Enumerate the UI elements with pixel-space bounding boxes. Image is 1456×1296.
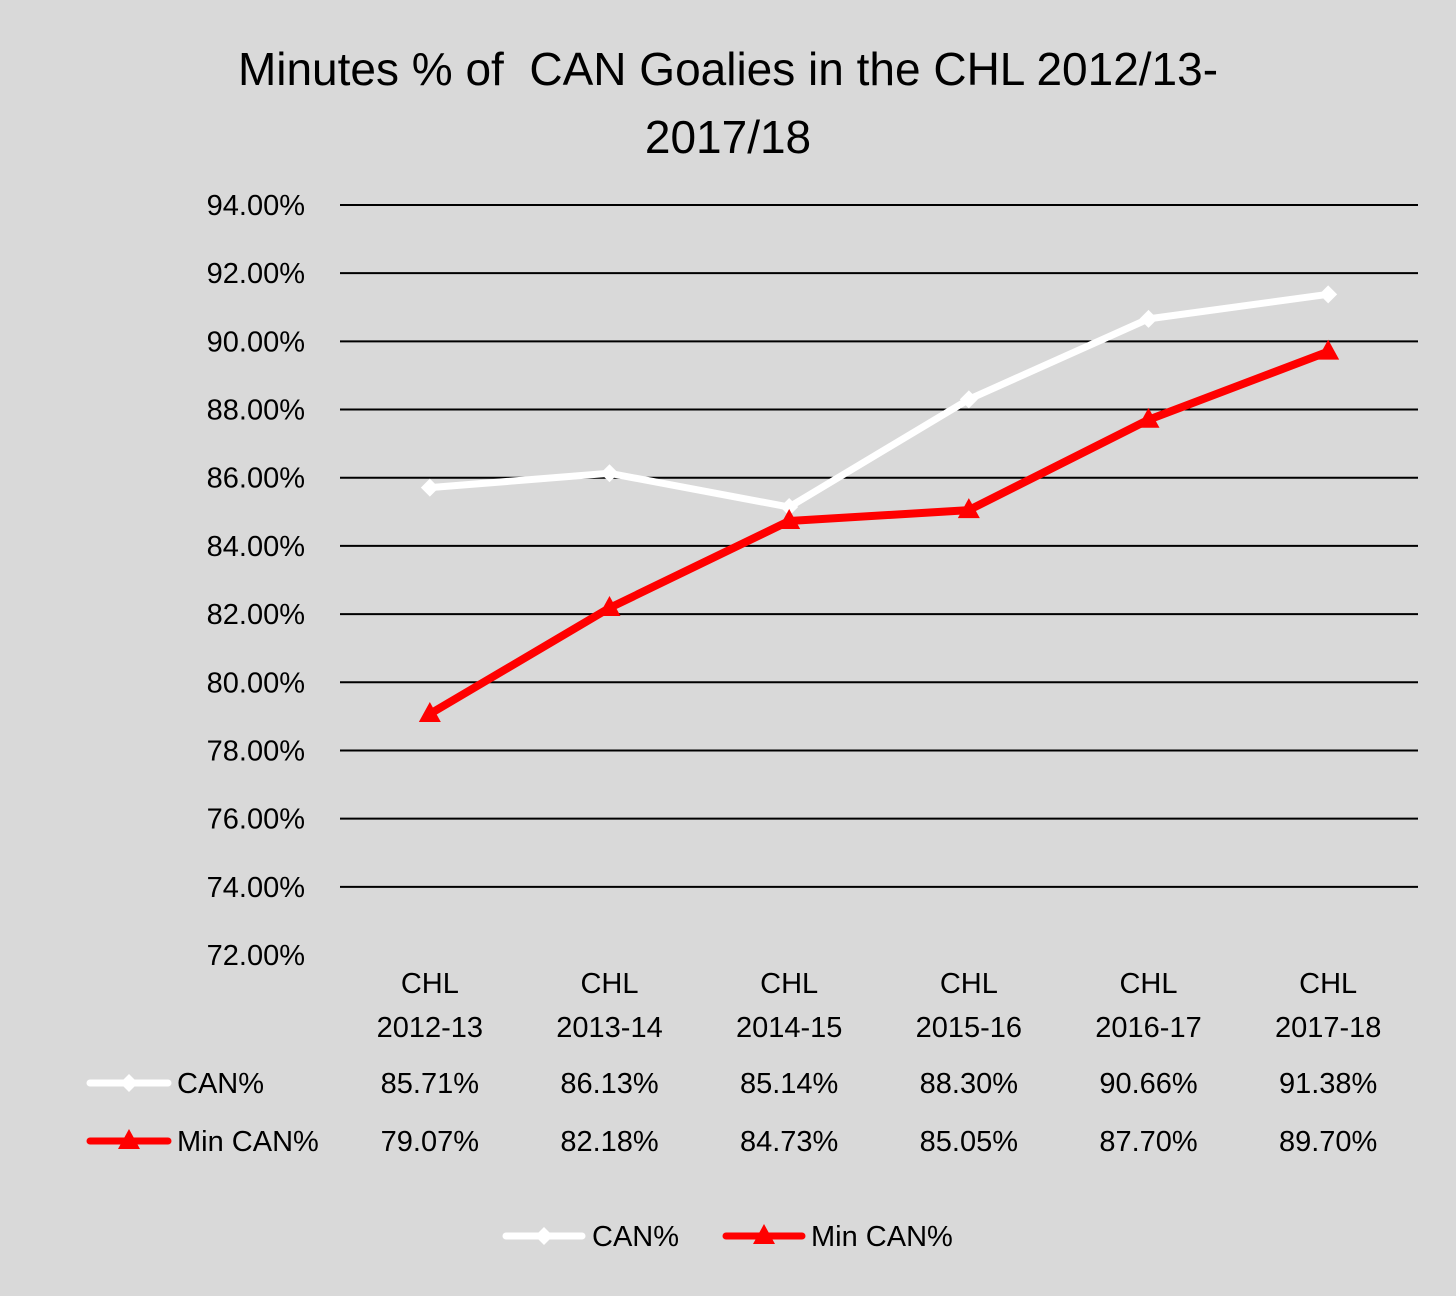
- table-value: 84.73%: [740, 1126, 838, 1158]
- table-value: 85.14%: [740, 1068, 838, 1100]
- x-tick-label: CHL: [1299, 968, 1357, 1000]
- chart-title: Minutes % of CAN Goalies in the CHL 2012…: [238, 43, 1218, 163]
- y-tick-label: 84.00%: [207, 531, 305, 563]
- table-value: 89.70%: [1279, 1126, 1377, 1158]
- x-tick-label: CHL: [1119, 968, 1177, 1000]
- table-value: 90.66%: [1099, 1068, 1197, 1100]
- y-tick-label: 86.00%: [207, 463, 305, 495]
- y-tick-label: 88.00%: [207, 395, 305, 427]
- data-point-triangle: [1317, 339, 1340, 360]
- gridlines: [340, 204, 1418, 888]
- data-point-diamond: [959, 390, 978, 409]
- data-point-diamond: [780, 498, 799, 517]
- x-tick-label: 2014-15: [736, 1012, 842, 1044]
- data-point-diamond: [1319, 285, 1338, 304]
- legend: CAN% Min CAN%: [502, 1221, 953, 1253]
- y-tick-label: 78.00%: [207, 735, 305, 767]
- data-point-diamond: [600, 464, 619, 483]
- table-value: 82.18%: [560, 1126, 658, 1158]
- y-tick-label: 92.00%: [207, 258, 305, 290]
- table-value: 88.30%: [920, 1068, 1018, 1100]
- x-tick-label: 2015-16: [916, 1012, 1022, 1044]
- chart-title-line: 2017/18: [645, 111, 811, 163]
- table-value: 85.05%: [920, 1126, 1018, 1158]
- y-tick-label: 76.00%: [207, 804, 305, 836]
- x-tick-label: 2016-17: [1095, 1012, 1201, 1044]
- y-tick-label: 72.00%: [207, 940, 305, 972]
- table-key-triangle: [118, 1129, 140, 1149]
- table-series-name: Min CAN%: [177, 1126, 319, 1158]
- data-point-triangle: [418, 701, 441, 722]
- x-tick-label: CHL: [760, 968, 818, 1000]
- series-markers: [418, 285, 1340, 722]
- data-point-diamond: [420, 478, 439, 497]
- y-tick-label: 94.00%: [207, 190, 305, 222]
- legend-label: CAN%: [592, 1221, 679, 1253]
- x-tick-label: CHL: [940, 968, 998, 1000]
- y-tick-label: 74.00%: [207, 872, 305, 904]
- table-value: 86.13%: [560, 1068, 658, 1100]
- x-tick-label: 2017-18: [1275, 1012, 1381, 1044]
- table-value: 91.38%: [1279, 1068, 1377, 1100]
- legend-label: Min CAN%: [811, 1221, 953, 1253]
- x-tick-label: 2012-13: [377, 1012, 483, 1044]
- series-line: [426, 290, 1332, 511]
- data-point-triangle: [957, 498, 980, 519]
- x-axis-ticks: CHL 2012-13 CHL 2013-14 CHL 2014-15 CHL 2015-16…: [377, 968, 1382, 1044]
- x-tick-label: CHL: [401, 968, 459, 1000]
- y-tick-label: 80.00%: [207, 667, 305, 699]
- series-line: [425, 347, 1333, 718]
- table-series-name: CAN%: [177, 1068, 264, 1100]
- y-axis-ticks: 94.00% 92.00% 90.00% 88.00% 86.00% 84.00% 82.0…: [207, 190, 305, 972]
- data-table: CAN% 85.71% 86.13% 85.14% 88.30% 90.66% 91.38%…: [86, 1068, 1377, 1158]
- x-tick-label: CHL: [580, 968, 638, 1000]
- legend-marker-triangle: [753, 1224, 775, 1244]
- table-key-diamond: [120, 1074, 138, 1092]
- y-tick-label: 82.00%: [207, 599, 305, 631]
- table-value: 87.70%: [1099, 1126, 1197, 1158]
- x-tick-label: 2013-14: [556, 1012, 662, 1044]
- data-point-triangle: [598, 595, 621, 616]
- series-lines: [425, 290, 1333, 718]
- data-point-triangle: [778, 509, 801, 530]
- y-tick-label: 90.00%: [207, 326, 305, 358]
- table-value: 85.71%: [381, 1068, 479, 1100]
- chart-title-line: Minutes % of CAN Goalies in the CHL 2012…: [238, 43, 1218, 95]
- data-point-triangle: [1137, 407, 1160, 428]
- legend-marker-diamond: [535, 1227, 553, 1245]
- data-point-diamond: [1139, 309, 1158, 328]
- table-value: 79.07%: [381, 1126, 479, 1158]
